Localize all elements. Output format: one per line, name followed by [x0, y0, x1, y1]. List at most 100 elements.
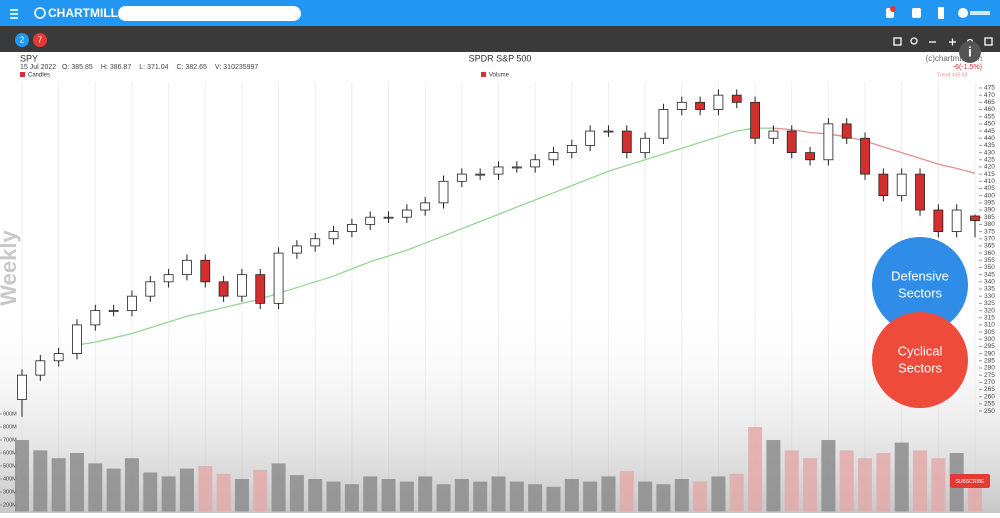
trend-line	[424, 235, 444, 244]
candle-body	[255, 274, 266, 304]
candle-body	[841, 123, 852, 139]
y-tick-label: 390	[984, 207, 995, 214]
y-tick-label: 315	[984, 314, 995, 321]
price-change: -6(-1.5%)	[953, 64, 982, 71]
legend-label[interactable]: Candles	[28, 73, 50, 79]
trend-line	[479, 213, 499, 223]
y-tick-label: 360	[984, 250, 995, 257]
badge[interactable]	[33, 33, 47, 47]
ohlc-label: V:	[215, 64, 221, 71]
volume-bar	[858, 458, 873, 512]
volume-bar	[454, 479, 469, 512]
y-tick-label: 415	[984, 171, 995, 178]
candle-body	[35, 360, 46, 376]
candle-body	[511, 166, 522, 169]
volume-bar	[729, 473, 744, 512]
candle-body	[365, 216, 376, 225]
volume-tick-label: 500M	[3, 463, 17, 469]
candle-body	[878, 173, 889, 197]
trend-line	[663, 147, 682, 155]
volume-bar	[179, 468, 194, 512]
trend-line	[589, 170, 609, 180]
y-tick-label: 285	[984, 358, 995, 365]
trend-line	[699, 136, 719, 144]
device-icon[interactable]	[938, 7, 944, 19]
volume-bar	[33, 450, 48, 512]
search-box[interactable]	[118, 6, 301, 21]
candle-body	[713, 94, 724, 110]
candle-body	[621, 130, 632, 153]
menu-button[interactable]	[10, 9, 18, 19]
candle-body	[456, 173, 467, 182]
subscribe-button[interactable]	[950, 474, 990, 488]
trend-value: 415.59	[952, 72, 968, 78]
candle-body	[805, 152, 815, 161]
bubbles: Defensive Sectors Cyclical Sectors	[872, 237, 968, 408]
volume-tick-label: 900M	[3, 411, 17, 417]
volume-bar	[271, 463, 286, 512]
candle-body	[933, 209, 944, 232]
trend-line	[608, 164, 627, 172]
volume-bar	[198, 466, 213, 512]
y-tick-label: 430	[984, 149, 995, 156]
volume-bar	[473, 481, 488, 512]
candle-body	[163, 274, 174, 283]
sector-bubble	[872, 312, 968, 408]
volume-bar	[894, 442, 909, 512]
logo[interactable]: CHARTMILL	[48, 6, 118, 20]
user-icon[interactable]	[958, 8, 968, 18]
candle-body	[90, 310, 101, 326]
candle-body	[896, 173, 907, 197]
badge[interactable]	[15, 33, 29, 47]
plot: 2502552602652702752802852902953003053103…	[0, 85, 995, 512]
volume-bar	[601, 476, 616, 512]
y-tick-label: 295	[984, 343, 995, 350]
candle-body	[475, 173, 486, 176]
volume-tick-label: 200M	[3, 502, 17, 508]
y-tick-label: 455	[984, 113, 995, 120]
volume-tick-label: 800M	[3, 424, 17, 430]
candle-body	[750, 101, 760, 139]
volume-bar	[363, 476, 378, 512]
y-tick-label: 400	[984, 192, 995, 199]
y-tick-label: 350	[984, 264, 995, 271]
y-tick-label: 310	[984, 322, 995, 329]
volume-bar	[253, 469, 268, 512]
candle-body	[218, 281, 229, 297]
candle-body	[401, 209, 412, 218]
trend-line	[351, 261, 371, 270]
volume-bar	[546, 486, 561, 512]
candle-body	[493, 166, 504, 175]
volume-bar	[619, 471, 634, 512]
y-tick-label: 370	[984, 235, 995, 242]
volume-tick-label: 600M	[3, 450, 17, 456]
volume-bar	[821, 440, 836, 512]
y-tick-label: 435	[984, 142, 995, 149]
info-button[interactable]	[959, 41, 981, 63]
notification-dot	[890, 6, 896, 12]
y-tick-label: 465	[984, 99, 995, 106]
candle-body	[676, 101, 687, 110]
legend-swatch	[481, 72, 486, 77]
watermark: Weekly	[0, 230, 21, 306]
trend-line	[406, 242, 426, 251]
candle-body	[603, 130, 614, 133]
volume-bar	[51, 458, 66, 512]
legend-label[interactable]: Volume	[489, 73, 510, 79]
candle-body	[530, 159, 541, 168]
volume-bar	[436, 484, 451, 512]
trend-line	[370, 255, 389, 263]
candle-body	[383, 216, 394, 219]
volume-bar	[583, 481, 598, 512]
y-tick-label: 365	[984, 243, 995, 250]
volume-bar	[491, 476, 506, 512]
candle-body	[72, 324, 82, 355]
y-tick-label: 440	[984, 135, 995, 142]
trend-line	[168, 315, 188, 323]
volume-tick-label: 300M	[3, 489, 17, 495]
y-tick-label: 425	[984, 156, 995, 163]
candle-body	[127, 295, 137, 311]
paint-icon[interactable]	[912, 8, 921, 18]
y-tick-label: 445	[984, 128, 995, 135]
user-name[interactable]	[970, 11, 990, 15]
